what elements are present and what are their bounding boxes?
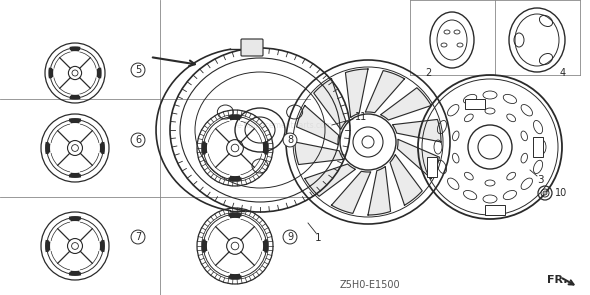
Circle shape — [543, 191, 547, 195]
Polygon shape — [297, 106, 339, 145]
Text: 4: 4 — [560, 68, 566, 78]
Text: 11: 11 — [355, 112, 367, 122]
Text: 1: 1 — [314, 233, 322, 243]
Polygon shape — [365, 71, 405, 113]
Bar — [427, 157, 437, 177]
Bar — [533, 137, 543, 157]
Text: 2: 2 — [425, 68, 431, 78]
Polygon shape — [295, 142, 343, 165]
Polygon shape — [390, 155, 422, 205]
Text: 10: 10 — [555, 188, 567, 198]
Polygon shape — [314, 79, 346, 130]
Text: 7: 7 — [135, 232, 141, 242]
Text: 8: 8 — [287, 135, 293, 145]
Polygon shape — [332, 171, 371, 213]
Polygon shape — [305, 164, 355, 196]
Text: 5: 5 — [135, 65, 141, 75]
Text: Z5H0-E1500: Z5H0-E1500 — [340, 280, 400, 290]
Polygon shape — [345, 69, 368, 117]
Text: 9: 9 — [287, 232, 293, 242]
Bar — [485, 205, 505, 215]
Text: 6: 6 — [135, 135, 141, 145]
Polygon shape — [381, 88, 431, 120]
Text: FR.: FR. — [547, 275, 568, 285]
Polygon shape — [392, 119, 441, 142]
Text: 3: 3 — [537, 175, 543, 185]
Text: e-Replacementparts.com: e-Replacementparts.com — [237, 120, 333, 130]
Bar — [465, 99, 485, 109]
Polygon shape — [397, 139, 440, 178]
Polygon shape — [368, 166, 391, 215]
FancyBboxPatch shape — [241, 39, 263, 56]
